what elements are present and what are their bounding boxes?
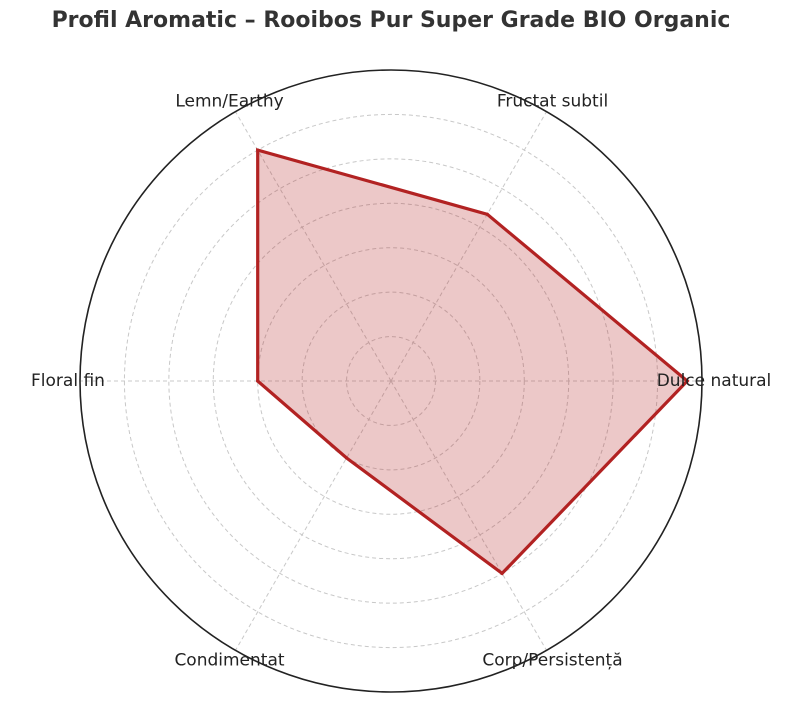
data-point-3: [256, 379, 260, 383]
data-point-1: [485, 212, 489, 216]
data-point-2: [256, 148, 260, 152]
data-point-5: [500, 571, 504, 575]
data-point-4: [344, 456, 349, 460]
grid-layer: [79, 69, 703, 693]
axis-label-0: Dulce natural: [657, 371, 772, 391]
grid-ring-4: [168, 158, 614, 604]
axis-label-4: Condimentat: [174, 651, 284, 671]
spoke-1: [390, 111, 547, 382]
outer-frame: [79, 69, 703, 693]
chart-title: Profil Aromatic – Rooibos Pur Super Grad…: [51, 8, 731, 33]
axis-label-1: Fructat subtil: [497, 91, 608, 111]
axis-label-3: Floral fin: [31, 371, 105, 391]
axis-label-2: Lemn/Earthy: [175, 91, 283, 111]
label-layer: Dulce natural Fructat subtil Lemn/Earthy Fl…: [31, 91, 771, 670]
spoke-5: [390, 380, 547, 651]
data-point-0: [685, 379, 689, 383]
spoke-2: [235, 111, 392, 382]
series-area-0: [257, 150, 688, 574]
grid-ring-1: [301, 291, 481, 471]
axis-label-5: Corp/Persistență: [482, 651, 622, 671]
series-layer: [256, 147, 690, 576]
spoke-4: [235, 380, 392, 651]
